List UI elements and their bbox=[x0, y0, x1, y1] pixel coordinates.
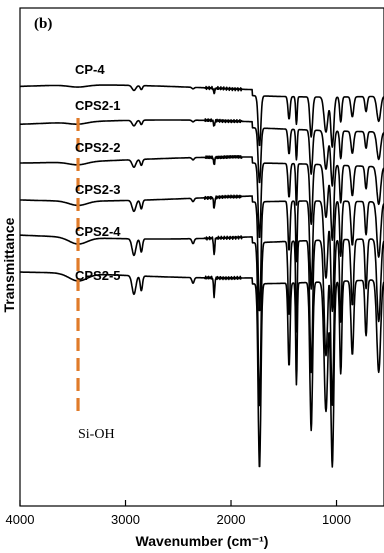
series-label-cps2-3: CPS2-3 bbox=[75, 182, 121, 197]
panel-label: (b) bbox=[34, 16, 52, 32]
x-tick-label-2000: 2000 bbox=[217, 512, 246, 527]
spectrum-cps2-4 bbox=[19, 234, 384, 407]
spectrum-cp-4 bbox=[19, 84, 384, 148]
series-labels: CP-4 CPS2-1 CPS2-2 CPS2-3 CPS2-4 CPS2-5 bbox=[75, 62, 121, 283]
spectrum-cps2-3 bbox=[19, 194, 384, 313]
x-axis-label: Wavenumber (cm⁻¹) bbox=[136, 533, 269, 549]
series-label-cps2-2: CPS2-2 bbox=[75, 140, 121, 155]
x-tick-label-1000: 1000 bbox=[322, 512, 351, 527]
spectrum-cps2-1 bbox=[19, 118, 384, 187]
x-axis-ticks: 4000 3000 2000 1000 bbox=[6, 500, 351, 527]
x-tick-label-3000: 3000 bbox=[111, 512, 140, 527]
si-oh-label: Si-OH bbox=[78, 427, 115, 442]
y-axis-label: Transmittance bbox=[1, 217, 17, 312]
series-label-cp-4: CP-4 bbox=[75, 62, 105, 77]
series-label-cps2-4: CPS2-4 bbox=[75, 224, 121, 239]
x-tick-label-4000: 4000 bbox=[6, 512, 35, 527]
series-label-cps2-5: CPS2-5 bbox=[75, 268, 121, 283]
plot-frame bbox=[19, 7, 384, 507]
spectrum-cps2-2 bbox=[19, 155, 384, 241]
spectra-traces bbox=[19, 84, 384, 468]
series-label-cps2-1: CPS2-1 bbox=[75, 98, 121, 113]
spectrum-cps2-5 bbox=[19, 271, 384, 468]
